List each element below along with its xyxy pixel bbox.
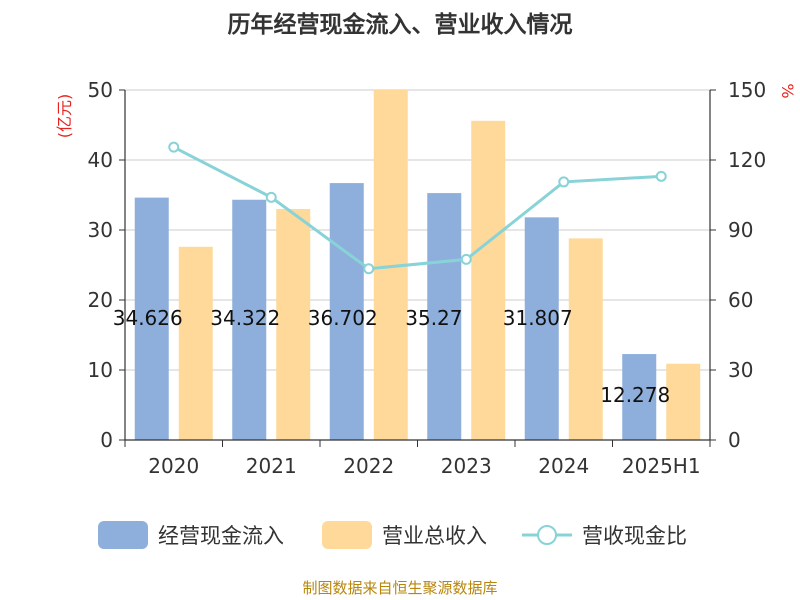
bars xyxy=(134,90,701,441)
bar-revenue xyxy=(276,209,311,440)
bar-cash-inflow xyxy=(622,354,657,440)
y-left-unit-label: (亿元) xyxy=(55,94,74,139)
bar-cash-inflow xyxy=(427,193,462,440)
legend-label-ratio: 营收现金比 xyxy=(582,524,687,548)
data-label-cash-inflow: 12.278 xyxy=(600,383,670,407)
x-tick-label: 2022 xyxy=(343,454,394,478)
data-label-cash-inflow: 35.27 xyxy=(405,306,462,330)
y-right-tick-label: 120 xyxy=(728,148,766,172)
y-right-tick-label: 150 xyxy=(728,78,766,102)
ratio-point xyxy=(168,141,180,153)
data-label-cash-inflow: 34.626 xyxy=(113,306,183,330)
ratio-line xyxy=(168,141,667,275)
chart-title: 历年经营现金流入、营业收入情况 xyxy=(228,11,573,38)
bar-cash-inflow xyxy=(329,183,364,440)
ratio-point xyxy=(460,253,472,265)
y-right-unit-label: % xyxy=(778,83,797,98)
y-right-tick-label: 60 xyxy=(728,288,753,312)
ratio-point xyxy=(558,176,570,188)
x-tick-label: 2021 xyxy=(246,454,297,478)
bar-revenue xyxy=(568,238,603,440)
grid-lines xyxy=(125,89,710,371)
bar-cash-inflow xyxy=(524,217,559,440)
y-right-tick-label: 0 xyxy=(728,428,741,452)
legend-swatch-cash-inflow xyxy=(98,521,148,549)
y-right-tick-label: 90 xyxy=(728,218,753,242)
y-left-tick-label: 20 xyxy=(88,288,113,312)
ratio-point xyxy=(363,263,375,275)
data-label-cash-inflow: 34.322 xyxy=(210,306,280,330)
data-labels: 34.626 34.322 36.702 35.27 31.807 12.278 xyxy=(113,306,670,407)
y-left-tick-label: 30 xyxy=(88,218,113,242)
legend: 经营现金流入 营业总收入 营收现金比 xyxy=(98,521,687,549)
bar-cash-inflow xyxy=(232,199,267,440)
bar-revenue xyxy=(471,120,506,441)
y-left-tick-label: 0 xyxy=(100,428,113,452)
ratio-point xyxy=(265,191,277,203)
x-tick-label: 2025H1 xyxy=(622,454,701,478)
ratio-point xyxy=(655,170,667,182)
legend-label-revenue: 营业总收入 xyxy=(382,524,487,548)
bar-cash-inflow xyxy=(134,197,169,440)
y-left-tick-label: 40 xyxy=(88,148,113,172)
axes: 0 10 20 30 40 50 0 30 60 90 120 150 2020 2021 2022 2023… xyxy=(88,78,767,478)
bar-revenue xyxy=(666,363,701,440)
x-tick-label: 2023 xyxy=(441,454,492,478)
legend-label-cash-inflow: 经营现金流入 xyxy=(158,524,284,548)
y-left-tick-label: 50 xyxy=(88,78,113,102)
ratio-line-path xyxy=(173,145,662,271)
x-tick-label: 2020 xyxy=(148,454,199,478)
data-label-cash-inflow: 36.702 xyxy=(308,306,378,330)
source-note: 制图数据来自恒生聚源数据库 xyxy=(302,579,497,597)
legend-swatch-revenue xyxy=(322,521,372,549)
legend-marker-ratio xyxy=(537,525,557,545)
data-label-cash-inflow: 31.807 xyxy=(503,306,573,330)
y-right-tick-label: 30 xyxy=(728,358,753,382)
y-left-tick-label: 10 xyxy=(88,358,113,382)
bar-revenue xyxy=(178,246,213,440)
x-tick-label: 2024 xyxy=(538,454,589,478)
